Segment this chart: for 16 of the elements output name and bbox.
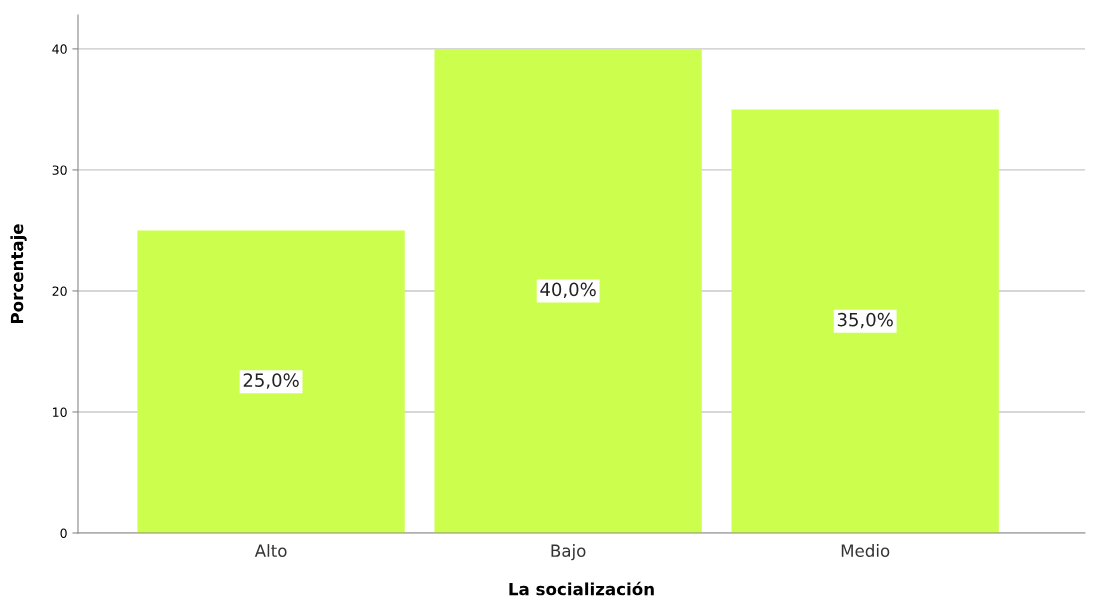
y-tick-label: 30 — [52, 165, 67, 175]
y-tick-label: 20 — [52, 286, 67, 296]
data-label: 40,0% — [540, 282, 596, 299]
y-tick-label: 40 — [52, 44, 67, 54]
y-tick-label: 10 — [53, 407, 67, 417]
data-label: 25,0% — [243, 373, 299, 389]
data-label: 35,0% — [837, 312, 893, 329]
x-tick-label: Bajo — [551, 544, 586, 561]
bar — [434, 48, 702, 533]
y-axis-title: Porcentaje — [10, 224, 27, 324]
bar — [731, 109, 999, 533]
x-tick-label: Alto — [254, 544, 287, 558]
y-tick-label: 0 — [60, 528, 67, 538]
bar — [137, 230, 405, 533]
x-axis-title: La socialización — [509, 581, 654, 596]
x-tick-label: Medio — [841, 544, 890, 558]
